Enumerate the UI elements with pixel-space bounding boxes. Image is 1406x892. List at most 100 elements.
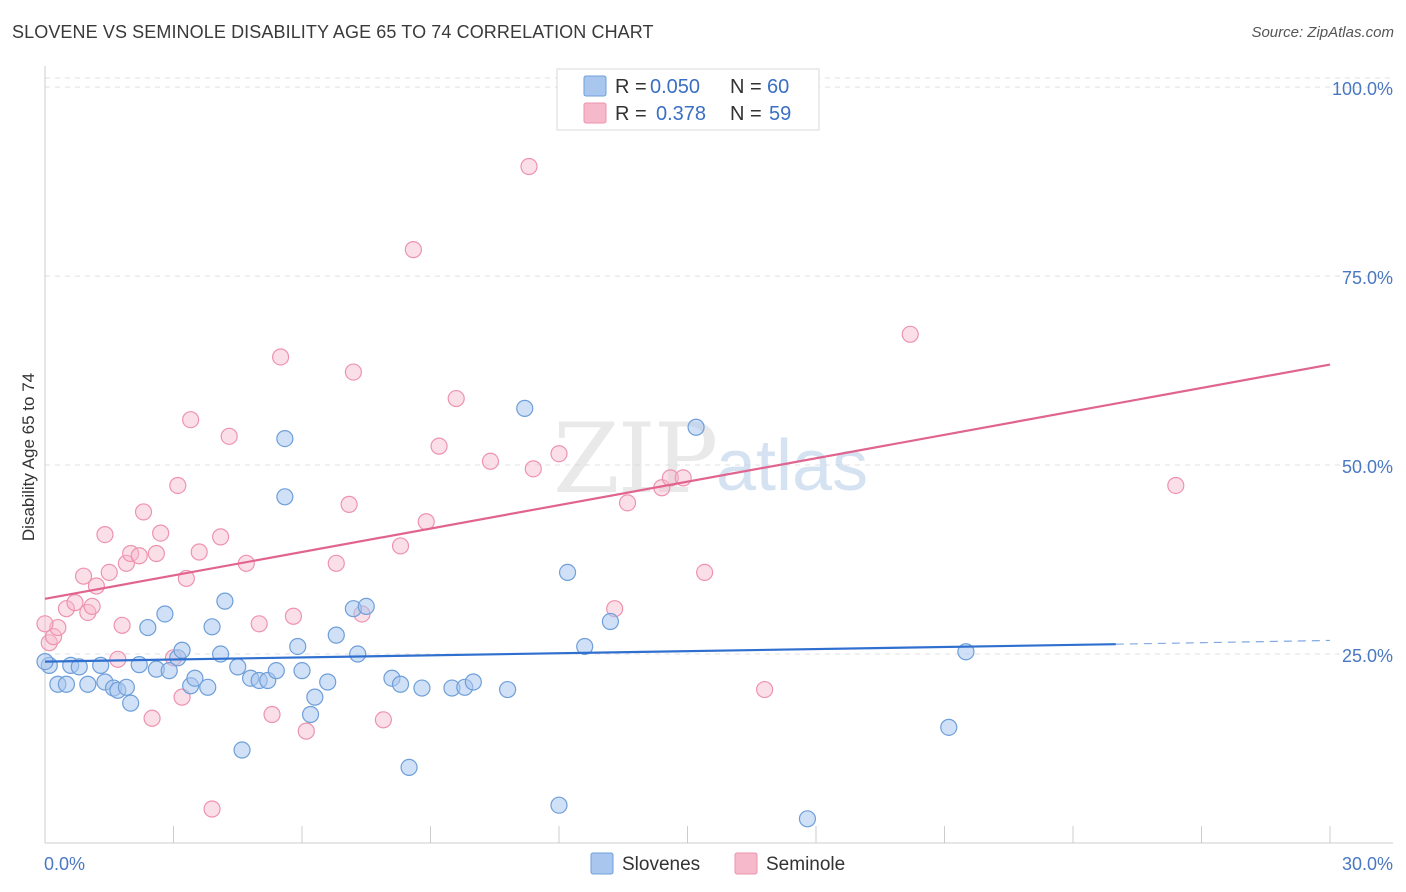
seminole-point xyxy=(520,157,538,176)
slovenes-point xyxy=(139,618,157,637)
legend-swatch-slovenes xyxy=(583,75,607,97)
seminole-point xyxy=(250,615,268,633)
bottom-legend: Slovenes Seminole xyxy=(590,852,845,875)
slovenes-point xyxy=(173,641,191,659)
seminole-point xyxy=(96,525,114,544)
legend-n-value-2: 59 xyxy=(769,103,791,125)
slovenes-trend-extension xyxy=(1115,639,1331,645)
seminole-point xyxy=(83,597,101,616)
slovenes-point xyxy=(413,679,431,697)
slovenes-point xyxy=(216,592,234,610)
legend-r-label-2: R = xyxy=(615,103,647,125)
seminole-point xyxy=(212,528,230,546)
chart-title: SLOVENE VS SEMINOLE DISABILITY AGE 65 TO… xyxy=(12,22,654,42)
seminole-point xyxy=(182,411,200,429)
slovenes-point xyxy=(293,662,311,680)
slovenes-point xyxy=(687,418,705,436)
y-tick-label: 100.0% xyxy=(1332,79,1393,99)
slovenes-point xyxy=(57,675,76,693)
seminole-point xyxy=(550,445,568,463)
slovenes-point xyxy=(349,645,367,663)
seminole-point xyxy=(66,594,84,612)
bottom-legend-swatch-slovenes xyxy=(590,852,614,875)
y-tick-label: 75.0% xyxy=(1342,268,1393,288)
seminole-point xyxy=(134,503,153,521)
seminole-point xyxy=(481,452,500,470)
seminole-point xyxy=(1167,476,1185,495)
seminole-point xyxy=(430,437,448,455)
slovenes-point xyxy=(233,741,251,759)
slovenes-point xyxy=(186,669,204,687)
seminole-point xyxy=(152,524,170,542)
seminole-trend-line xyxy=(44,363,1331,600)
slovenes-point xyxy=(499,680,517,699)
trend-lines xyxy=(44,363,1331,663)
slovenes-trend-line xyxy=(44,643,1116,663)
watermark: ZIP atlas xyxy=(553,403,868,515)
seminole-point xyxy=(901,325,919,343)
slovenes-point xyxy=(156,605,174,623)
seminole-point xyxy=(374,711,392,729)
watermark-atlas: atlas xyxy=(716,426,868,506)
slovenes-point xyxy=(160,662,178,680)
legend-n-value-1: 60 xyxy=(767,76,789,98)
slovenes-point xyxy=(276,488,294,506)
seminole-point xyxy=(618,494,637,512)
seminole-point xyxy=(130,547,148,565)
seminole-point xyxy=(169,476,187,495)
legend-r-value-1: 0.050 xyxy=(650,76,700,98)
seminole-point xyxy=(113,616,131,634)
slovenes-point xyxy=(229,658,247,676)
seminole-point xyxy=(447,389,465,408)
y-tick-label: 25.0% xyxy=(1342,646,1393,666)
seminole-point xyxy=(263,705,281,724)
seminole-point xyxy=(147,544,165,563)
slovenes-point xyxy=(601,612,620,631)
slovenes-point xyxy=(464,673,482,691)
seminole-point xyxy=(404,241,422,259)
seminole-point xyxy=(340,495,358,513)
slovenes-points xyxy=(36,399,975,828)
legend-n-label-1: N = xyxy=(730,76,762,98)
seminole-point xyxy=(271,348,290,366)
bottom-legend-slovenes: Slovenes xyxy=(622,854,700,875)
seminole-point xyxy=(190,543,208,561)
seminole-point xyxy=(327,554,345,572)
slovenes-point xyxy=(319,673,337,691)
slovenes-point xyxy=(276,430,294,448)
seminole-point xyxy=(100,563,118,581)
x-tick-label: 30.0% xyxy=(1342,854,1393,874)
slovenes-point xyxy=(357,597,375,616)
bottom-legend-seminole: Seminole xyxy=(766,854,845,875)
legend-n-label-2: N = xyxy=(730,103,762,125)
slovenes-point xyxy=(400,758,418,777)
top-legend: R = 0.050 N = 60 R = 0.378 N = 59 xyxy=(556,68,820,131)
x-tick-labels: 0.0% 30.0% xyxy=(44,854,1393,874)
seminole-point xyxy=(203,800,221,818)
axes xyxy=(44,66,1393,844)
slovenes-point xyxy=(306,688,324,706)
seminole-point xyxy=(696,563,714,581)
slovenes-point xyxy=(199,678,217,696)
legend-r-value-2: 0.378 xyxy=(656,103,706,125)
seminole-point xyxy=(524,460,542,478)
seminole-point xyxy=(391,537,410,555)
seminole-point xyxy=(755,680,774,699)
slovenes-point xyxy=(550,796,568,814)
slovenes-point xyxy=(301,705,320,724)
legend-r-label-1: R = xyxy=(615,76,647,98)
seminole-point xyxy=(74,567,93,585)
seminole-point xyxy=(57,600,76,618)
seminole-point xyxy=(220,427,238,445)
seminole-point xyxy=(143,709,161,727)
y-axis-label: Disability Age 65 to 74 xyxy=(19,373,38,541)
y-tick-labels: 25.0% 50.0% 75.0% 100.0% xyxy=(1332,79,1393,666)
seminole-point xyxy=(117,554,135,572)
bottom-legend-swatch-seminole xyxy=(734,852,758,875)
slovenes-point xyxy=(391,675,410,693)
slovenes-point xyxy=(79,675,97,693)
seminole-point xyxy=(44,628,63,646)
source-label: Source: ZipAtlas.com xyxy=(1251,24,1394,41)
seminole-point xyxy=(297,722,315,740)
